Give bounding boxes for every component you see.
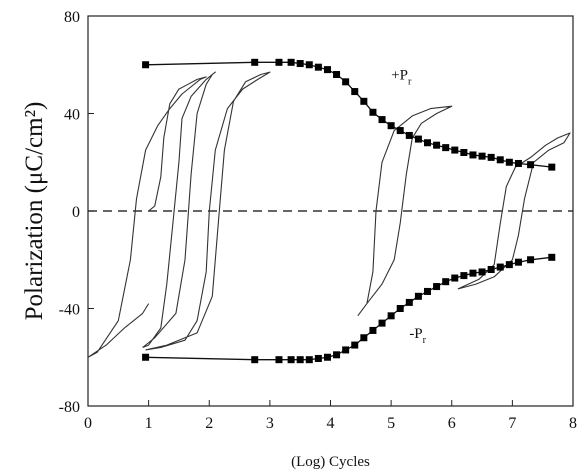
data-point	[505, 261, 513, 269]
data-point	[460, 272, 468, 280]
data-point	[342, 346, 350, 354]
annotation-subscript: r	[408, 76, 412, 87]
y-tick-label: 40	[64, 107, 80, 124]
y-tick-label: 0	[72, 204, 80, 221]
data-point	[142, 353, 150, 361]
data-point	[342, 78, 350, 86]
data-point	[548, 163, 556, 171]
data-point	[496, 263, 504, 271]
data-point	[251, 58, 259, 66]
x-tick-label: 1	[145, 415, 153, 432]
data-point	[433, 283, 441, 291]
annotation-label: +Pr	[391, 67, 412, 87]
x-tick-label: 5	[387, 415, 395, 432]
data-point	[487, 153, 495, 161]
axes: 0 1 2 3 4 5 6 7 8 80 40 0 -40 -80	[59, 9, 577, 432]
data-point	[424, 287, 431, 295]
x-tick-label: 0	[84, 415, 92, 432]
data-point	[142, 61, 150, 69]
x-tick-label: 6	[448, 415, 456, 432]
data-point	[323, 66, 331, 74]
data-point	[514, 258, 522, 266]
data-point	[478, 152, 486, 160]
hysteresis-loops	[87, 71, 571, 358]
data-point	[275, 58, 283, 66]
y-axis-label: Polarization (μC/cm²)	[21, 102, 48, 321]
hysteresis-loop	[142, 71, 216, 349]
data-point	[378, 319, 386, 327]
labels: (Log) Cycles Polarization (μC/cm²) +Pr -Pr	[21, 67, 427, 470]
x-tick-label: 3	[266, 415, 274, 432]
data-point	[333, 351, 341, 359]
data-point	[305, 61, 313, 69]
data-point	[378, 116, 386, 124]
x-tick-label: 4	[327, 415, 335, 432]
hysteresis-loop	[87, 76, 207, 358]
data-point	[469, 269, 477, 277]
data-point	[287, 58, 295, 66]
data-point	[451, 274, 459, 282]
data-point	[505, 158, 513, 166]
data-point	[275, 356, 283, 364]
x-axis-label: (Log) Cycles	[291, 454, 370, 470]
hysteresis-loop	[145, 71, 271, 351]
data-point	[527, 161, 535, 169]
hysteresis-loop	[357, 105, 453, 317]
data-point	[442, 144, 450, 152]
y-tick-label: -80	[59, 399, 80, 416]
annotation-subscript: r	[423, 335, 427, 346]
series-line	[145, 61, 552, 168]
y-tick-label: 80	[64, 9, 80, 26]
data-point	[451, 146, 459, 154]
data-point	[351, 88, 359, 96]
data-point	[314, 354, 322, 362]
data-point	[333, 71, 341, 78]
data-point	[360, 334, 368, 342]
data-point	[314, 63, 322, 71]
data-point	[251, 356, 259, 364]
data-point	[433, 141, 441, 149]
annotation-label: -Pr	[409, 326, 426, 346]
data-point	[414, 292, 422, 300]
x-tick-label: 2	[205, 415, 213, 432]
data-point	[296, 356, 304, 364]
data-point	[487, 266, 495, 273]
data-point	[527, 256, 535, 264]
data-point	[296, 60, 304, 68]
data-point	[548, 253, 556, 261]
x-tick-label: 8	[569, 415, 577, 432]
data-point	[414, 135, 422, 143]
data-point	[478, 268, 486, 276]
data-point	[387, 312, 395, 320]
data-point	[514, 159, 522, 167]
data-point	[369, 326, 377, 334]
data-point	[460, 149, 468, 156]
data-point	[351, 341, 359, 349]
data-point	[469, 151, 477, 159]
x-tick-label: 7	[508, 415, 516, 432]
data-point	[396, 305, 404, 312]
hysteresis-loop	[457, 132, 571, 290]
data-point	[323, 353, 331, 361]
data-point	[424, 139, 431, 147]
data-series	[142, 58, 556, 364]
data-point	[305, 356, 313, 364]
y-tick-label: -40	[59, 302, 80, 319]
data-point	[405, 298, 413, 306]
data-point	[396, 127, 404, 135]
data-point	[442, 278, 450, 286]
data-point	[287, 356, 295, 364]
data-point	[369, 108, 377, 116]
data-point	[360, 97, 368, 105]
data-point	[496, 156, 504, 164]
data-point	[405, 131, 413, 139]
data-point	[387, 122, 395, 130]
